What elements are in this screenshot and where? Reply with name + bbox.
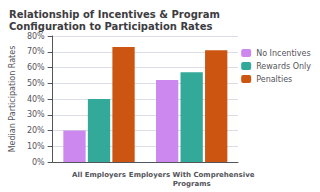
svg-text:Penalties: Penalties bbox=[256, 75, 292, 84]
svg-text:30%: 30% bbox=[27, 110, 45, 119]
svg-text:Median Participation Rates: Median Participation Rates bbox=[8, 46, 17, 153]
svg-text:10%: 10% bbox=[27, 142, 45, 151]
svg-text:All Employers: All Employers bbox=[72, 171, 126, 179]
svg-text:Relationship of Incentives & P: Relationship of Incentives & Program bbox=[9, 9, 220, 20]
svg-text:70%: 70% bbox=[27, 47, 45, 56]
svg-text:40%: 40% bbox=[27, 95, 45, 104]
svg-text:Programs: Programs bbox=[173, 180, 211, 188]
svg-text:50%: 50% bbox=[27, 79, 45, 88]
svg-text:No Incentives: No Incentives bbox=[256, 49, 310, 58]
svg-text:20%: 20% bbox=[27, 126, 45, 135]
svg-text:0%: 0% bbox=[32, 158, 45, 167]
svg-text:Employers With Comprehensive: Employers With Comprehensive bbox=[129, 171, 255, 179]
svg-text:80%: 80% bbox=[27, 32, 45, 41]
svg-text:Rewards Only: Rewards Only bbox=[256, 62, 311, 71]
svg-text:Configuration to Participation: Configuration to Participation Rates bbox=[9, 21, 212, 32]
svg-text:60%: 60% bbox=[27, 63, 45, 72]
